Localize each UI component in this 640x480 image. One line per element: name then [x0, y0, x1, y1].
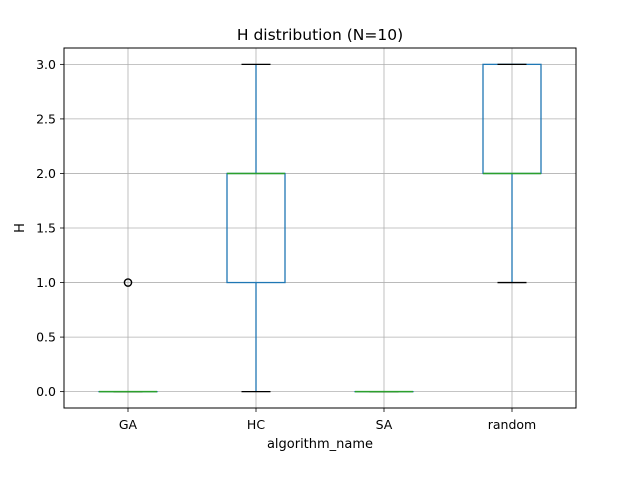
y-tick-label: 3.0	[36, 57, 56, 72]
box-GA	[98, 278, 158, 393]
outlier-point	[123, 278, 133, 287]
box-HC	[226, 63, 286, 393]
x-tick-label-HC: HC	[247, 417, 265, 432]
box-random	[482, 63, 542, 284]
y-tick-label: 1.5	[36, 221, 56, 236]
y-tick-label: 2.5	[36, 111, 56, 126]
y-tick-label: 0.5	[36, 330, 56, 345]
y-tick-label: 2.0	[36, 166, 56, 181]
x-tick-label-random: random	[488, 417, 536, 432]
x-tick-label-SA: SA	[376, 417, 393, 432]
boxes	[98, 63, 542, 393]
chart-title: H distribution (N=10)	[237, 26, 403, 44]
y-axis-label: H	[13, 223, 28, 233]
y-tick-label: 1.0	[36, 275, 56, 290]
y-tick-label: 0.0	[36, 384, 56, 399]
x-axis-label: algorithm_name	[267, 437, 373, 452]
x-tick-label-GA: GA	[119, 417, 138, 432]
axis-ticks: 0.0 0.5 1.0 1.5 2.0 2.5 3.0 GA HC SA random	[36, 57, 536, 432]
